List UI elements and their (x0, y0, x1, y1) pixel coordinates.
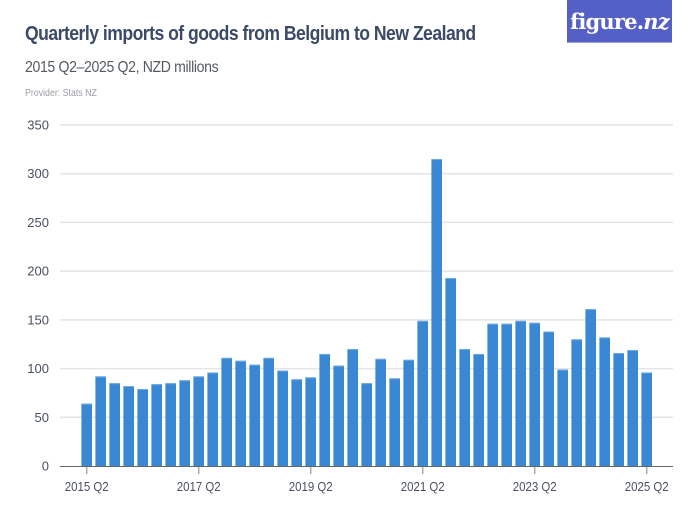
bar[interactable]: 2019 Q4: 103 (333, 365, 344, 466)
x-tick-label: 2017 Q2 (177, 479, 221, 494)
x-tick-label: 2021 Q2 (401, 479, 445, 494)
bar[interactable]: 2018 Q4: 98 (277, 370, 288, 466)
bar[interactable]: 2024 Q1: 130 (571, 339, 582, 466)
x-tick-label: 2019 Q2 (289, 479, 333, 494)
bar[interactable]: 2023 Q4: 99 (557, 369, 568, 466)
x-tick-label: 2025 Q2 (625, 479, 669, 494)
bar[interactable]: 2024 Q3: 132 (599, 337, 610, 466)
bar[interactable]: 2018 Q3: 111 (263, 357, 274, 466)
bar[interactable]: 2022 Q1: 120 (459, 349, 470, 466)
logo-text: figure. (570, 8, 644, 34)
bar[interactable]: 2017 Q2: 92 (193, 376, 204, 466)
bar[interactable]: 2023 Q2: 147 (529, 322, 540, 466)
bar[interactable]: 2020 Q1: 120 (347, 349, 358, 466)
bar[interactable]: 2025 Q1: 119 (627, 350, 638, 466)
data-provider: Provider: Stats NZ (25, 88, 97, 99)
bar[interactable]: 2022 Q4: 146 (501, 323, 512, 466)
bar[interactable]: 2025 Q2: 96 (641, 372, 652, 466)
bar[interactable]: 2024 Q4: 116 (613, 352, 624, 466)
bar[interactable]: 2016 Q2: 79 (137, 389, 148, 466)
x-tick-label: 2023 Q2 (513, 479, 557, 494)
bar[interactable]: 2019 Q1: 89 (291, 379, 302, 466)
bar[interactable]: 2017 Q4: 111 (221, 357, 232, 466)
bar[interactable]: 2020 Q3: 110 (375, 358, 386, 466)
bar[interactable]: 2015 Q2: 64 (81, 403, 92, 466)
bar[interactable]: 2015 Q3: 92 (95, 376, 106, 466)
bar[interactable]: 2023 Q1: 149 (515, 320, 526, 466)
bar[interactable]: 2021 Q1: 109 (403, 359, 414, 466)
y-tick-label: 50 (35, 410, 49, 425)
bar[interactable]: 2024 Q2: 161 (585, 309, 596, 466)
bar[interactable]: 2021 Q2: 149 (417, 320, 428, 466)
bar[interactable]: 2016 Q1: 82 (123, 386, 134, 466)
y-tick-label: 100 (27, 361, 49, 376)
bar[interactable]: 2023 Q3: 138 (543, 331, 554, 466)
x-tick-label: 2015 Q2 (65, 479, 109, 494)
y-axis-labels: 0 50 100 150 200 250 300 350 (27, 118, 49, 474)
figure-nz-logo[interactable]: figure. nz (567, 0, 672, 43)
bar[interactable]: 2019 Q2: 91 (305, 377, 316, 466)
y-tick-label: 200 (27, 264, 49, 279)
bar[interactable]: 2016 Q3: 84 (151, 384, 162, 466)
bar[interactable]: 2021 Q4: 193 (445, 277, 456, 466)
bar[interactable]: 2017 Q3: 96 (207, 372, 218, 466)
y-tick-label: 250 (27, 215, 49, 230)
bar[interactable]: 2019 Q3: 115 (319, 353, 330, 466)
bar[interactable]: 2015 Q4: 85 (109, 383, 120, 466)
bar[interactable]: 2021 Q3: 315 (431, 159, 442, 466)
chart-title: Quarterly imports of goods from Belgium … (25, 23, 476, 45)
bar[interactable]: 2022 Q3: 146 (487, 323, 498, 466)
x-axis-labels: 2015 Q2 2017 Q2 2019 Q2 2021 Q2 2023 Q2 2025 … (65, 467, 669, 494)
bar[interactable]: 2020 Q2: 85 (361, 383, 372, 466)
bar[interactable]: 2018 Q1: 108 (235, 360, 246, 466)
bar[interactable]: 2016 Q4: 85 (165, 383, 176, 466)
chart-subtitle: 2015 Q2–2025 Q2, NZD millions (25, 59, 219, 76)
bars: 2015 Q2: 642015 Q3: 922015 Q4: 852016 Q1… (81, 159, 652, 466)
bar[interactable]: 2022 Q2: 115 (473, 353, 484, 466)
y-tick-label: 150 (27, 312, 49, 327)
y-tick-label: 0 (42, 459, 49, 474)
bar[interactable]: 2018 Q2: 104 (249, 364, 260, 466)
bar[interactable]: 2020 Q4: 90 (389, 378, 400, 466)
y-tick-label: 350 (27, 118, 49, 133)
y-tick-label: 300 (27, 166, 49, 181)
logo-suffix: nz (643, 8, 669, 34)
bar[interactable]: 2017 Q1: 88 (179, 380, 190, 466)
